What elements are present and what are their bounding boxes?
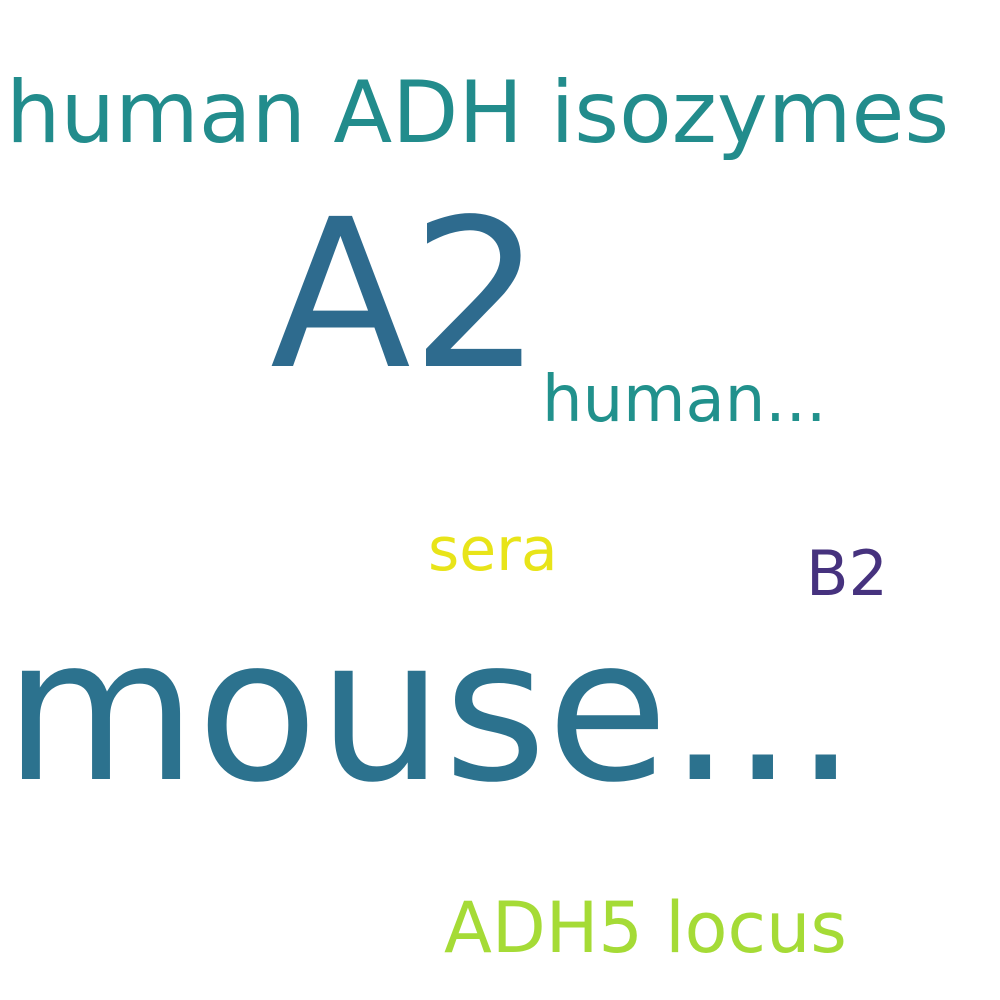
- word-human-ellipsis: human...: [542, 363, 827, 437]
- word-adh5-locus: ADH5 locus: [444, 887, 847, 969]
- word-sera: sera: [428, 515, 558, 585]
- word-mouse-ellipsis: mouse...: [4, 595, 858, 826]
- word-b2: B2: [806, 537, 888, 610]
- word-human-adh-isozymes: human ADH isozymes: [6, 63, 950, 163]
- word-a2: A2: [270, 175, 542, 415]
